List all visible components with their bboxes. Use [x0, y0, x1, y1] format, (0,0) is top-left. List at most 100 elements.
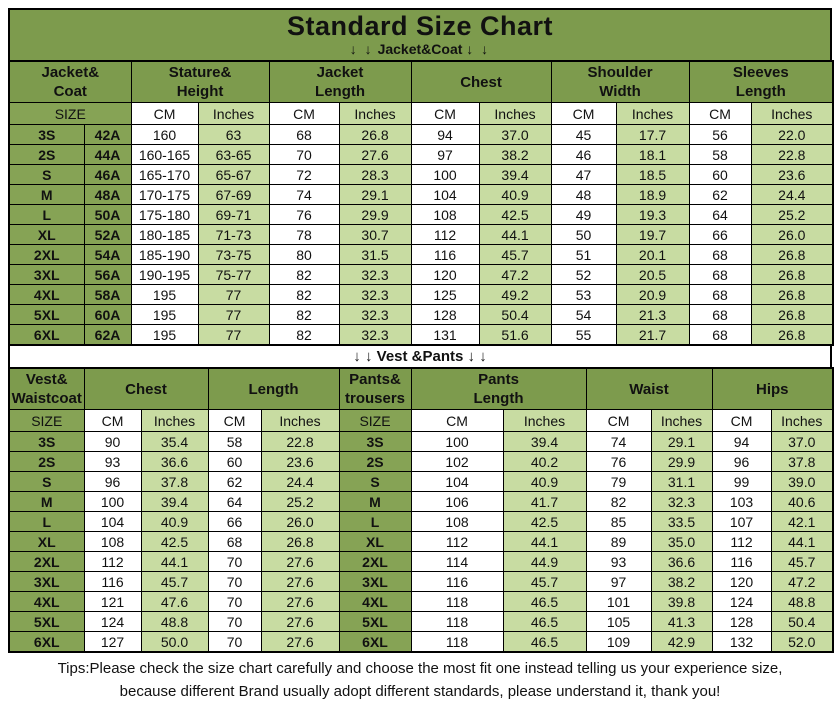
value-cell: 42.5 [140, 531, 209, 553]
value-cell: 68 [688, 304, 752, 326]
value-cell: 85 [585, 511, 652, 533]
value-cell: 35.0 [650, 531, 713, 553]
value-cell: 116 [711, 551, 772, 573]
down-arrows-icon: ↓ ↓ [467, 348, 487, 366]
value-cell: 82 [268, 324, 340, 346]
value-cell: 112 [410, 531, 504, 553]
value-cell: 46.5 [502, 611, 587, 633]
size-cell: 6XL [338, 631, 412, 653]
unit-column-header: CM [410, 102, 480, 126]
page-title: Standard Size Chart [286, 11, 554, 41]
size-cell: 58A [83, 284, 132, 306]
value-cell: 112 [83, 551, 142, 573]
value-cell: 40.9 [478, 184, 552, 206]
value-cell: 28.3 [338, 164, 412, 186]
value-cell: 38.2 [478, 144, 552, 166]
value-cell: 45.7 [140, 571, 209, 593]
value-cell: 44.9 [502, 551, 587, 573]
value-cell: 68 [688, 244, 752, 266]
value-cell: 21.3 [615, 304, 690, 326]
unit-column-header: CM [711, 409, 772, 433]
value-cell: 70 [207, 591, 262, 613]
value-cell: 26.8 [338, 124, 412, 146]
down-arrows-icon: ↓ ↓ [466, 41, 491, 58]
value-cell: 68 [688, 264, 752, 286]
value-cell: 39.4 [478, 164, 552, 186]
size-cell: 48A [83, 184, 132, 206]
value-cell: 112 [711, 531, 772, 553]
value-cell: 64 [207, 491, 262, 513]
unit-column-header: Inches [650, 409, 713, 433]
value-cell: 39.4 [502, 431, 587, 453]
unit-column-header: CM [268, 102, 340, 126]
size-cell: 2S [8, 144, 85, 166]
jacket-coat-size-table: Jacket& Coat Stature& Height Jacket Length… [8, 60, 835, 347]
size-cell: 4XL [8, 591, 85, 613]
value-cell: 24.4 [260, 471, 340, 493]
title-box: Standard Size Chart ↓ ↓ Jacket&Coat ↓ ↓ [8, 8, 832, 63]
value-cell: 170-175 [130, 184, 199, 206]
size-cell: 4XL [8, 284, 85, 306]
size-cell: 5XL [8, 304, 85, 326]
value-cell: 109 [585, 631, 652, 653]
value-cell: 39.4 [140, 491, 209, 513]
size-column-header: SIZE [8, 409, 85, 433]
value-cell: 18.9 [615, 184, 690, 206]
value-cell: 41.7 [502, 491, 587, 513]
value-cell: 69-71 [197, 204, 270, 226]
value-cell: 36.6 [140, 451, 209, 473]
vest-pants-banner-label: Vest &Pants [376, 348, 464, 366]
value-cell: 40.2 [502, 451, 587, 473]
unit-column-header: CM [130, 102, 199, 126]
value-cell: 103 [711, 491, 772, 513]
size-cell: L [8, 511, 85, 533]
value-cell: 32.3 [650, 491, 713, 513]
value-cell: 82 [268, 284, 340, 306]
size-cell: 2XL [8, 551, 85, 573]
table-row: S 46A 165-170 65-67 72 28.3 100 39.4 47 18.5 60 23.… [8, 164, 834, 186]
table-row: M 48A 170-175 67-69 74 29.1 104 40.9 48 18.9 62 24.… [8, 184, 834, 206]
value-cell: 23.6 [260, 451, 340, 473]
unit-column-header: CM [585, 409, 652, 433]
table-row: XL 52A 180-185 71-73 78 30.7 112 44.1 50 19.7 66 26… [8, 224, 834, 246]
value-cell: 30.7 [338, 224, 412, 246]
size-cell: 56A [83, 264, 132, 286]
value-cell: 94 [711, 431, 772, 453]
value-cell: 68 [688, 284, 752, 306]
size-cell: 50A [83, 204, 132, 226]
value-cell: 67-69 [197, 184, 270, 206]
table-row: XL 108 42.5 68 26.8 XL 112 44.1 89 35.0 112 44.1 [8, 531, 834, 553]
value-cell: 27.6 [260, 571, 340, 593]
value-cell: 116 [83, 571, 142, 593]
value-cell: 46 [550, 144, 617, 166]
value-cell: 104 [83, 511, 142, 533]
value-cell: 93 [83, 451, 142, 473]
value-cell: 27.6 [260, 551, 340, 573]
value-cell: 63 [197, 124, 270, 146]
size-cell: 2S [338, 451, 412, 473]
value-cell: 31.5 [338, 244, 412, 266]
value-cell: 41.3 [650, 611, 713, 633]
unit-column-header: Inches [502, 409, 587, 433]
value-cell: 20.5 [615, 264, 690, 286]
unit-column-header: CM [688, 102, 752, 126]
value-cell: 80 [268, 244, 340, 266]
value-cell: 32.3 [338, 324, 412, 346]
value-cell: 104 [410, 471, 504, 493]
value-cell: 22.8 [260, 431, 340, 453]
value-cell: 29.1 [338, 184, 412, 206]
value-cell: 94 [410, 124, 480, 146]
value-cell: 108 [410, 204, 480, 226]
column-group-header: Stature& Height [130, 60, 270, 104]
value-cell: 79 [585, 471, 652, 493]
value-cell: 26.8 [750, 324, 834, 346]
unit-column-header: Inches [770, 409, 834, 433]
value-cell: 50.4 [478, 304, 552, 326]
unit-column-header: Inches [338, 102, 412, 126]
value-cell: 32.3 [338, 304, 412, 326]
value-cell: 44.1 [770, 531, 834, 553]
value-cell: 44.1 [502, 531, 587, 553]
value-cell: 165-170 [130, 164, 199, 186]
table-row: L 104 40.9 66 26.0 L 108 42.5 85 33.5 107 42.1 [8, 511, 834, 533]
size-cell: 52A [83, 224, 132, 246]
